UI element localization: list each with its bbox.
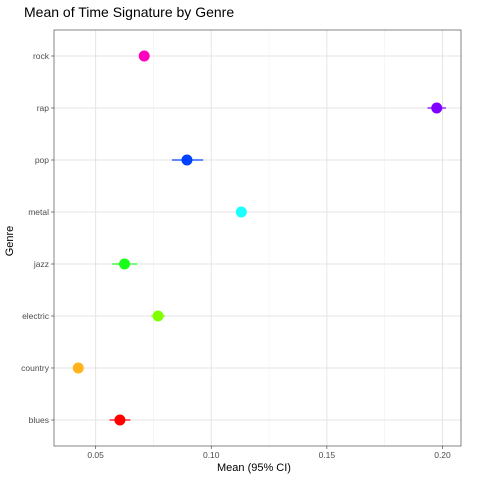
x-tick-label: 0.15 <box>319 450 336 460</box>
point-rock <box>139 51 150 62</box>
point-pop <box>181 155 192 166</box>
y-tick-label: blues <box>29 415 49 425</box>
y-tick-label: country <box>21 363 50 373</box>
y-tick-label: metal <box>28 207 49 217</box>
x-tick-label: 0.10 <box>203 450 220 460</box>
y-tick-label: jazz <box>33 259 49 269</box>
chart-title: Mean of Time Signature by Genre <box>24 4 234 20</box>
point-blues <box>114 415 125 426</box>
y-tick-label: rock <box>33 51 50 61</box>
y-tick-label: pop <box>35 155 49 165</box>
point-country <box>73 363 84 374</box>
x-axis-title: Mean (95% CI) <box>217 462 291 474</box>
x-tick-label: 0.05 <box>87 450 104 460</box>
point-rap <box>431 103 442 114</box>
point-electric <box>153 311 164 322</box>
point-metal <box>236 207 247 218</box>
y-axis-title: Genre <box>4 226 16 257</box>
y-tick-label: electric <box>22 311 50 321</box>
x-tick-label: 0.20 <box>434 450 451 460</box>
point-jazz <box>119 259 130 270</box>
y-tick-label: rap <box>37 103 50 113</box>
